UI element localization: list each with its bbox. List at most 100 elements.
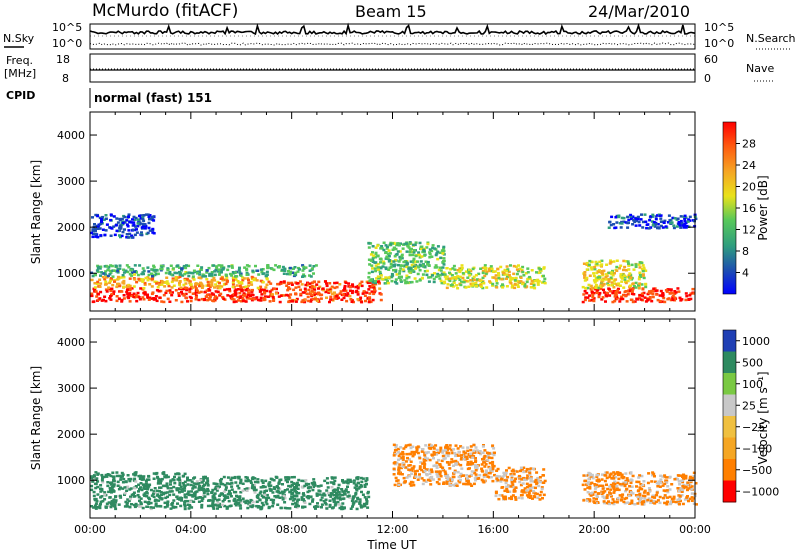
scatter-cell bbox=[532, 491, 536, 494]
scatter-cell bbox=[495, 474, 499, 478]
scatter-cell bbox=[446, 461, 450, 464]
scatter-cell bbox=[664, 289, 668, 292]
scatter-cell bbox=[528, 469, 532, 473]
scatter-cell bbox=[435, 473, 439, 476]
scatter-cell bbox=[338, 506, 342, 510]
scatter-cell bbox=[312, 293, 316, 297]
scatter-cell bbox=[647, 227, 651, 230]
scatter-cell bbox=[185, 286, 189, 290]
scatter-cell bbox=[348, 496, 352, 499]
scatter-band bbox=[90, 275, 269, 290]
scatter-cell bbox=[634, 265, 638, 268]
scatter-cell bbox=[442, 469, 446, 472]
scatter-cell bbox=[136, 291, 140, 295]
scatter-cell bbox=[420, 245, 424, 248]
scatter-cell bbox=[474, 475, 478, 479]
scatter-cell bbox=[456, 276, 460, 279]
scatter-cell bbox=[197, 485, 201, 488]
scatter-cell bbox=[230, 264, 234, 268]
scatter-cell bbox=[223, 494, 227, 497]
scatter-cell bbox=[200, 506, 204, 509]
scatter-cell bbox=[616, 289, 619, 292]
scatter-cell bbox=[629, 213, 633, 217]
scatter-cell bbox=[143, 494, 147, 498]
scatter-cell bbox=[118, 284, 122, 288]
scatter-cell bbox=[673, 299, 677, 302]
scatter-cell bbox=[241, 293, 245, 297]
scatter-cell bbox=[620, 295, 624, 299]
scatter-cell bbox=[249, 479, 253, 483]
scatter-cell bbox=[584, 296, 588, 299]
scatter-cell bbox=[147, 502, 151, 505]
scatter-cell bbox=[283, 501, 287, 504]
scatter-cell bbox=[483, 266, 487, 269]
scatter-cell bbox=[399, 279, 403, 282]
scatter-cell bbox=[171, 277, 175, 280]
scatter-cell bbox=[112, 490, 116, 493]
scatter-cell bbox=[92, 494, 96, 498]
scatter-cell bbox=[330, 285, 334, 289]
colorbar-block bbox=[723, 373, 736, 395]
scatter-cell bbox=[265, 270, 269, 274]
scatter-cell bbox=[377, 268, 380, 271]
scatter-cell bbox=[594, 260, 598, 264]
scatter-cell bbox=[457, 450, 461, 454]
scatter-cell bbox=[133, 505, 137, 509]
scatter-cell bbox=[194, 270, 198, 274]
scatter-cell bbox=[110, 499, 114, 503]
scatter-cell bbox=[325, 507, 329, 510]
scatter-cell bbox=[688, 475, 692, 479]
scatter-cell bbox=[94, 471, 98, 474]
scatter-cell bbox=[490, 469, 494, 472]
scatter-cell bbox=[191, 276, 195, 280]
scatter-cell bbox=[138, 223, 142, 226]
scatter-cell bbox=[426, 242, 430, 246]
scatter-cell bbox=[601, 495, 605, 498]
scatter-cell bbox=[251, 484, 255, 487]
scatter-cell bbox=[231, 281, 235, 284]
scatter-cell bbox=[122, 279, 126, 283]
scatter-cell bbox=[188, 281, 192, 285]
scatter-cell bbox=[592, 497, 596, 500]
scatter-cell bbox=[644, 285, 648, 289]
scatter-cell bbox=[438, 274, 442, 277]
scatter-cell bbox=[416, 445, 420, 448]
scatter-cell bbox=[420, 477, 424, 480]
scatter-cell bbox=[135, 280, 139, 284]
scatter-cell bbox=[245, 271, 249, 275]
scatter-cell bbox=[604, 501, 608, 505]
scatter-cell bbox=[528, 477, 532, 480]
scatter-cell bbox=[411, 467, 415, 470]
scatter-cell bbox=[528, 468, 532, 471]
scatter-cell bbox=[150, 297, 154, 300]
scatter-cell bbox=[233, 475, 237, 479]
scatter-cell bbox=[234, 271, 238, 274]
scatter-cell bbox=[442, 249, 446, 253]
scatter-cell bbox=[332, 494, 336, 497]
scatter-cell bbox=[536, 283, 540, 286]
scatter-cell bbox=[99, 490, 103, 493]
colorbar-block bbox=[723, 416, 736, 438]
scatter-cell bbox=[687, 499, 690, 503]
scatter-cell bbox=[641, 264, 645, 267]
scatter-cell bbox=[212, 264, 216, 267]
scatter-cell bbox=[677, 480, 681, 483]
scatter-cell bbox=[458, 481, 462, 484]
scatter-cell bbox=[427, 469, 431, 472]
scatter-cell bbox=[105, 276, 108, 279]
scatter-cell bbox=[435, 464, 439, 467]
scatter-cell bbox=[224, 273, 228, 276]
scatter-cell bbox=[273, 487, 277, 491]
scatter-cell bbox=[311, 500, 314, 503]
scatter-cell bbox=[540, 486, 544, 489]
scatter-cell bbox=[464, 270, 468, 273]
scatter-cell bbox=[622, 274, 626, 277]
scatter-cell bbox=[470, 470, 474, 473]
scatter-cell bbox=[426, 260, 430, 264]
scatter-cell bbox=[123, 505, 127, 508]
scatter-cell bbox=[208, 295, 212, 299]
scatter-cell bbox=[611, 269, 614, 273]
scatter-cell bbox=[488, 467, 492, 470]
scatter-cell bbox=[279, 506, 283, 510]
